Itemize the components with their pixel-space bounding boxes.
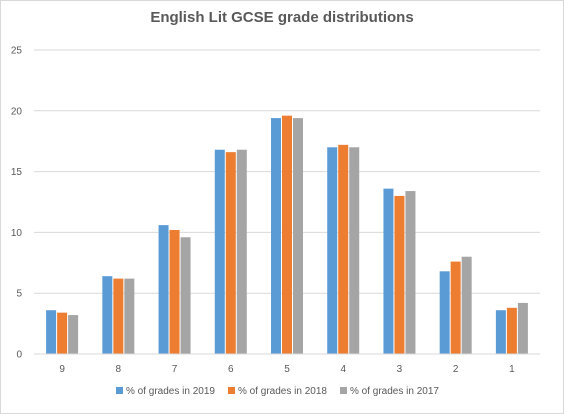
bar-3-series-3 [405,191,416,354]
bar-2-series-3 [461,256,472,354]
bar-5-series-1 [271,118,281,354]
bar-1-series-3 [517,302,528,354]
bar-6-series-2 [225,152,236,354]
bar-6-series-1 [214,149,225,354]
bar-1-series-1 [495,310,506,354]
bar-5-series-3 [293,118,303,354]
bar-4-series-1 [327,147,338,354]
bar-9-series-1 [46,310,57,354]
x-tick-label-2: 2 [453,364,459,375]
y-axis-ticks: 0 5 10 15 20 25 [11,46,23,361]
legend-swatch-1 [116,387,123,394]
bar-8-series-2 [113,278,124,354]
y-tick-label-0: 0 [16,350,22,361]
legend-label-2: % of grades in 2018 [238,386,327,397]
bar-4-series-3 [349,147,360,354]
bar-3-series-2 [394,195,405,354]
legend-label-1: % of grades in 2019 [126,386,215,397]
bars [46,115,528,354]
bar-8-series-3 [124,278,135,354]
bar-3-series-1 [383,188,394,354]
bar-2-series-2 [450,261,461,354]
y-tick-label-25: 25 [11,46,23,57]
x-tick-label-1: 1 [509,364,515,375]
legend-label-3: % of grades in 2017 [350,386,439,397]
bar-1-series-2 [506,307,517,354]
bar-7-series-3 [180,237,191,354]
x-tick-label-8: 8 [116,364,122,375]
x-tick-label-6: 6 [228,364,234,375]
bar-4-series-2 [338,144,349,354]
bar-7-series-2 [169,229,180,354]
x-axis-ticks: 9 8 7 6 5 4 3 2 1 [59,364,515,375]
bar-8-series-1 [102,276,113,354]
y-tick-label-10: 10 [11,228,23,239]
bar-9-series-2 [57,312,68,354]
y-tick-label-5: 5 [16,289,22,300]
bar-5-series-2 [282,115,292,354]
bar-7-series-1 [158,225,169,354]
legend-swatch-3 [340,387,347,394]
x-tick-label-4: 4 [340,364,346,375]
chart-title: English Lit GCSE grade distributions [150,9,414,26]
legend: % of grades in 2019 % of grades in 2018 % … [116,386,439,397]
x-tick-label-5: 5 [284,364,290,375]
x-tick-label-3: 3 [397,364,403,375]
x-tick-label-9: 9 [59,364,65,375]
bar-6-series-3 [236,149,247,354]
bar-9-series-3 [68,315,79,354]
legend-swatch-2 [228,387,235,394]
y-tick-label-15: 15 [11,167,23,178]
bar-2-series-1 [439,271,450,354]
x-tick-label-7: 7 [172,364,178,375]
y-tick-label-20: 20 [11,106,23,117]
